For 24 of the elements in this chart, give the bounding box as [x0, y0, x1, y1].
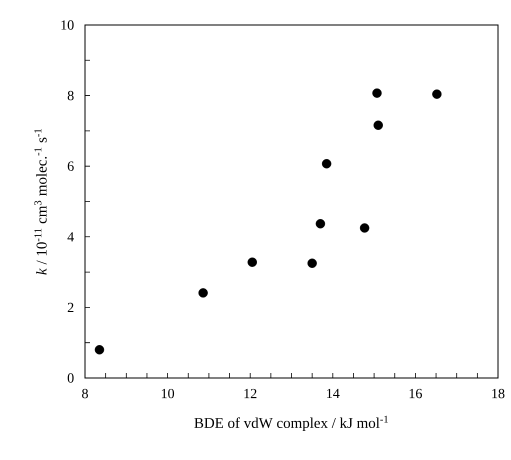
y-tick-label: 2: [68, 302, 74, 312]
x-tick-label: 12: [244, 388, 256, 398]
y-tick-label: 10: [61, 20, 74, 30]
y-tick-label: 4: [67, 232, 74, 242]
x-tick-label: 8: [82, 388, 88, 398]
x-axis-title: BDE of vdW complex / kJ mol$^{-1}$: [194, 416, 388, 432]
x-tick-label: 16: [410, 388, 422, 398]
point: [374, 120, 383, 130]
text: k / 10$^{-11}$ cm$^{3}$ molec.$^{-1}$ s$^{-1}$: [34, 129, 47, 275]
point: [198, 288, 208, 298]
y-tick-label: 8: [68, 90, 74, 100]
point: [94, 345, 104, 354]
point: [307, 258, 317, 268]
y-tick-label: 0: [68, 373, 74, 383]
point: [432, 89, 442, 99]
point: [372, 88, 382, 98]
x-tick-label: 14: [327, 388, 340, 398]
point: [316, 219, 326, 228]
y-tick-label: 6: [68, 162, 74, 171]
point: [248, 258, 257, 267]
x-tick-label: 10: [162, 388, 174, 398]
point: [322, 159, 332, 168]
point: [360, 223, 370, 233]
x-tick-label: 18: [492, 388, 504, 398]
